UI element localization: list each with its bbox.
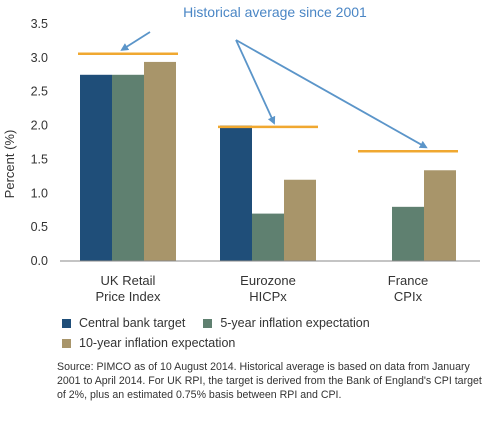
y-tick-label: 0.5 xyxy=(31,220,48,234)
legend: Central bank target 5-year inflation exp… xyxy=(62,313,492,353)
x-tick-label: HICPx xyxy=(249,289,287,304)
annotation-arrow xyxy=(235,39,276,125)
bar xyxy=(80,74,112,262)
y-axis: 0.0 0.5 1.0 1.5 2.0 2.5 3.0 3.5 xyxy=(31,17,48,268)
source-note: Source: PIMCO as of 10 August 2014. Hist… xyxy=(57,361,482,401)
y-tick-label: 1.5 xyxy=(31,152,48,166)
x-tick-label: CPIx xyxy=(394,289,423,304)
bars xyxy=(80,61,456,262)
bar xyxy=(424,170,456,261)
legend-swatch xyxy=(62,338,71,348)
y-tick-label: 3.0 xyxy=(31,51,48,65)
y-tick-label: 0.0 xyxy=(31,254,48,268)
x-tick-label: UK Retail xyxy=(101,273,156,288)
legend-swatch xyxy=(62,318,71,328)
bar xyxy=(392,206,424,261)
bar xyxy=(112,74,144,262)
legend-label: Central bank target xyxy=(79,316,186,330)
y-tick-label: 2.5 xyxy=(31,85,48,99)
y-axis-label: Percent (%) xyxy=(2,130,17,199)
legend-row: Central bank target 5-year inflation exp… xyxy=(62,313,492,333)
legend-item-10-year: 10-year inflation expectation xyxy=(62,336,235,350)
annotation-arrows xyxy=(120,31,428,149)
legend-label: 10-year inflation expectation xyxy=(79,336,236,350)
x-tick-label: Eurozone xyxy=(240,273,296,288)
annotation-arrow xyxy=(235,39,428,149)
bar xyxy=(144,61,176,261)
x-tick-label: France xyxy=(388,273,428,288)
legend-item-5-year: 5-year inflation expectation xyxy=(203,316,370,330)
legend-row: 10-year inflation expectation xyxy=(62,333,492,353)
bar xyxy=(284,179,316,261)
y-tick-label: 3.5 xyxy=(31,17,48,31)
bar xyxy=(252,213,284,261)
chart: 0.0 0.5 1.0 1.5 2.0 2.5 3.0 3.5 UK RetailPrice … xyxy=(2,4,480,304)
legend-label: 5-year inflation expectation xyxy=(220,316,370,330)
annotation-arrow xyxy=(120,31,151,51)
x-tick-label: Price Index xyxy=(95,289,161,304)
y-tick-label: 2.0 xyxy=(31,119,48,133)
legend-item-central-bank-target: Central bank target xyxy=(62,316,185,330)
legend-swatch xyxy=(203,318,213,328)
bar xyxy=(220,125,252,261)
y-tick-label: 1.0 xyxy=(31,186,48,200)
historical-average-annotation: Historical average since 2001 xyxy=(183,4,367,20)
historical-average-lines xyxy=(78,52,458,153)
